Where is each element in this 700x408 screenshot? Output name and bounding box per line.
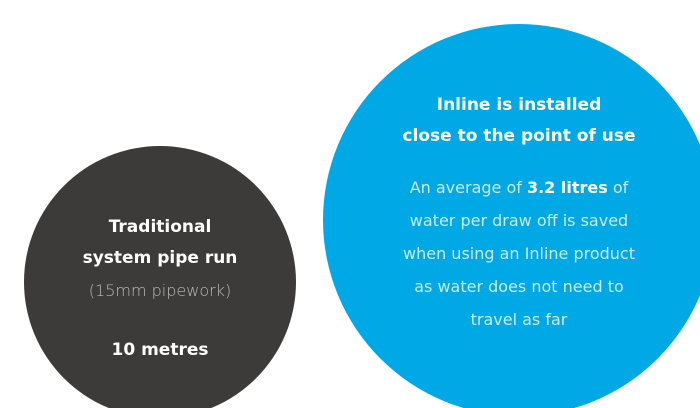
inline-body: as water does not need to: [414, 277, 624, 296]
traditional-circle: [24, 146, 296, 408]
inline-body: when using an Inline product: [403, 244, 635, 263]
body-highlight: 3.2 litres: [527, 178, 608, 197]
inline-body: water per draw off is saved: [410, 211, 628, 230]
inline-body: travel as far: [471, 310, 568, 329]
inline-circle: [323, 24, 700, 408]
body-text: of: [608, 178, 629, 197]
inline-title: close to the point of use: [402, 126, 635, 146]
traditional-title: system pipe run: [83, 248, 238, 268]
traditional-length: 10 metres: [112, 340, 209, 360]
inline-body: An average of 3.2 litres of: [410, 178, 629, 197]
traditional-title: Traditional: [109, 217, 212, 237]
body-text: An average of: [410, 178, 527, 197]
inline-title: Inline is installed: [437, 95, 602, 115]
traditional-note: (15mm pipework): [89, 281, 231, 300]
